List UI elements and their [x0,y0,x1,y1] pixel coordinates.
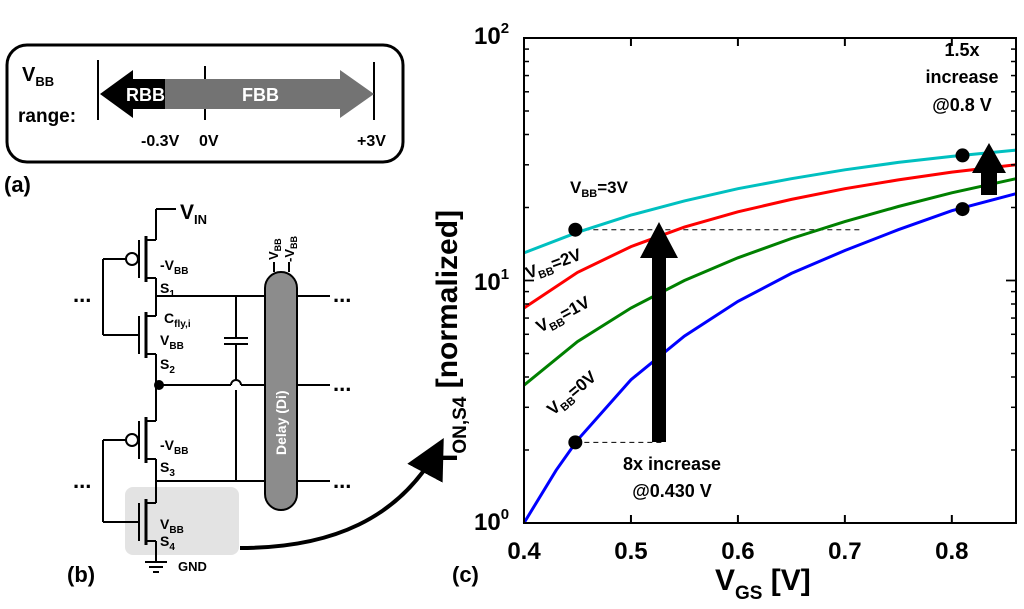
ellipsis-left-2: ... [73,468,91,493]
ground-icon [145,561,167,573]
series-line-1 [523,177,1017,387]
delay-label: Delay (Di) [273,390,289,455]
xtick-label-1: 0.5 [614,538,647,565]
s4-name: S4 [160,533,175,553]
fbb-arrow [162,70,374,118]
x-ticks: 0.4 0.5 0.6 0.7 0.8 [507,38,969,565]
vbb-top-label: VBB [266,238,283,260]
x-axis-label: VGS [V] [715,564,811,604]
ellipsis-right-3: ... [333,468,351,493]
marker-point-2 [955,202,970,217]
panel-a: VBB range: RBB FBB -0.3V 0V +3V (a) [4,43,405,197]
tick-zero-label: 0V [199,133,219,150]
increase-arrow-8x [640,222,678,442]
marker-point-3 [955,148,970,163]
ann-8x-line2: @0.430 V [632,481,712,501]
series-line-0 [522,192,1017,524]
tick-pos-label: +3V [357,133,386,150]
xtick-label-4: 0.8 [935,538,968,565]
s1-name: S1 [160,280,175,300]
increase-arrow-1-5x [972,143,1006,195]
gnd-label: GND [178,559,207,574]
s2-name: S2 [160,356,175,376]
wire-crossover [230,379,242,386]
range-label: range: [18,106,76,127]
ytick-100: 102 [474,20,509,50]
nvbb-top-label: -VBB [282,236,299,262]
panel-c: 0.4 0.5 0.6 0.7 0.8 102 101 100 ION,S4 [norm… [431,20,1017,604]
panel-c-label: (c) [452,562,479,587]
transistor-s1 [103,236,157,296]
series-line-3 [523,148,1017,255]
series-label-3v: VBB=3V [570,178,629,200]
panel-b-label: (b) [67,562,95,587]
ytick-1: 100 [474,506,509,536]
transistor-s4 [103,481,157,562]
series-label-1v: VBB=1V [533,292,595,339]
y-ticks [524,37,1016,524]
panel-a-label: (a) [4,172,31,197]
vbb-label: VBB [22,64,54,89]
panel-b-text: VIN -VBB S1 Cfly,i VBB S2 -VBB S3 VBB S4… [67,201,351,587]
rbb-label: RBB [126,85,165,105]
ann-8x-line1: 8x increase [623,454,721,474]
xtick-label-2: 0.6 [721,538,754,565]
capacitor-cfly [224,296,248,481]
ellipsis-right-1: ... [333,282,351,307]
ytick-10: 101 [474,266,509,296]
s4-highlight [125,487,239,555]
cfly-label: Cfly,i [164,310,191,330]
s4-gate-label: VBB [160,516,184,536]
series-line-2 [523,163,1017,310]
link-arrow [239,437,444,550]
s3-gate-label: -VBB [160,437,188,457]
series-label-0v: VBB=0V [543,367,602,422]
s3-name: S3 [160,459,175,479]
tick-neg-label: -0.3V [141,133,180,150]
s2-gate-label: VBB [160,332,184,352]
delay-block [264,271,298,511]
ellipsis-left-1: ... [73,282,91,307]
s1-gate-label: -VBB [160,257,188,277]
marker-point-0 [568,435,583,450]
plot-area [522,148,1017,524]
ellipsis-right-2: ... [333,371,351,396]
vin-label: VIN [180,201,207,227]
transistor-s3 [103,385,157,481]
rbb-arrow [100,70,165,118]
transistor-s2 [103,296,157,385]
panel-b [102,208,444,573]
xtick-label-3: 0.7 [828,538,861,565]
marker-point-1 [568,222,583,237]
xtick-label-0: 0.4 [507,538,541,565]
fbb-label: FBB [242,85,279,105]
y-axis-label: ION,S4 [normalized] [431,210,471,462]
ann-15x-line1: 1.5x [944,40,979,60]
ann-15x-line2: increase [925,67,998,87]
vbb-range-box [5,43,405,164]
ann-15x-line3: @0.8 V [932,95,992,115]
